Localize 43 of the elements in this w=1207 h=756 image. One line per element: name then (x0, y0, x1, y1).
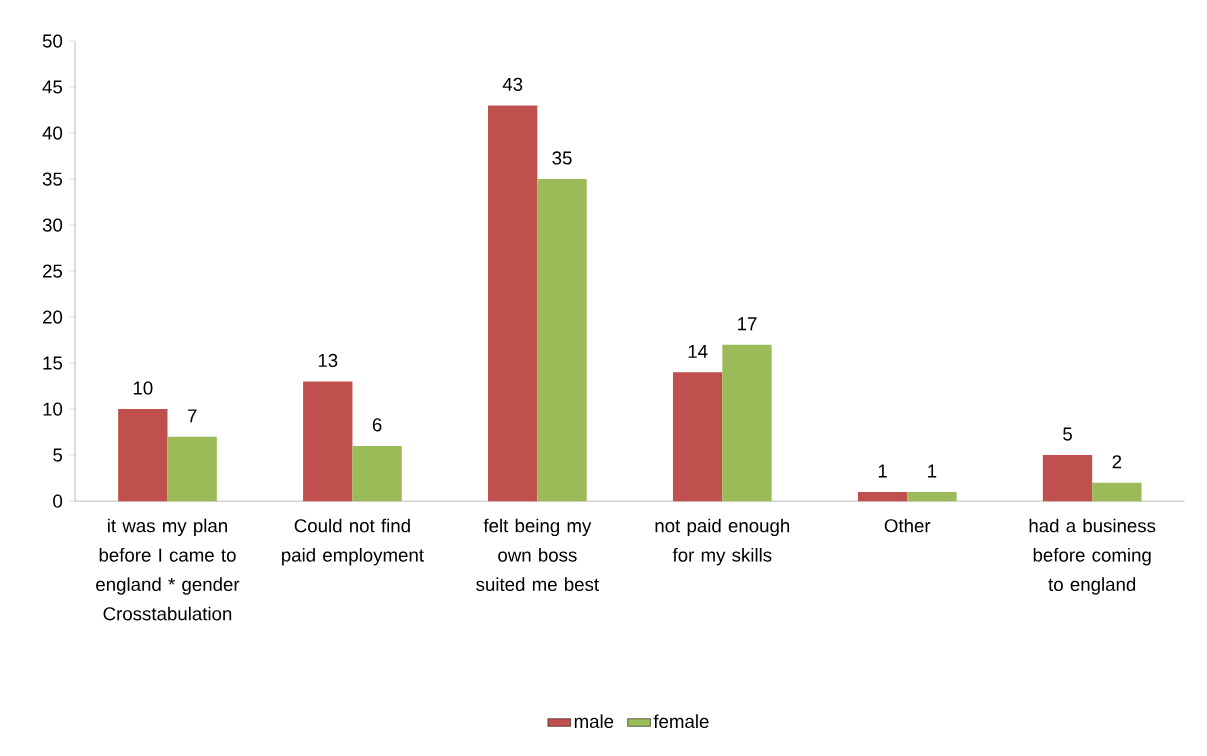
data-label: 2 (1112, 455, 1122, 469)
y-tick-label: 0 (53, 494, 63, 508)
y-tick-label: 20 (43, 310, 63, 324)
bar (672, 372, 723, 502)
legend-label: female (653, 714, 709, 728)
bar (352, 445, 402, 502)
y-tick-label: 35 (42, 172, 63, 186)
y-tick-label: 30 (42, 218, 63, 232)
x-tick-label: not paid enough for my skills (655, 518, 790, 566)
legend-label: male (574, 714, 614, 728)
bar (303, 381, 353, 502)
data-label: 1 (928, 464, 937, 478)
x-tick-label: Could not find paid employment (282, 518, 424, 566)
bar (537, 178, 587, 502)
y-tick-label: 45 (42, 80, 63, 94)
x-tick-label: had a business before coming to england (1029, 518, 1156, 595)
x-tick-label: Other (884, 518, 931, 533)
y-tick-label: 15 (43, 356, 63, 370)
y-tick-label: 25 (43, 264, 63, 278)
bar (857, 491, 908, 502)
y-tick-label: 10 (43, 402, 63, 416)
y-tick-label: 40 (42, 126, 63, 140)
bar (167, 436, 217, 502)
data-label: 7 (187, 409, 197, 423)
bar (1042, 455, 1093, 502)
bar (722, 344, 772, 502)
data-label: 43 (502, 77, 523, 91)
bar (907, 491, 957, 502)
data-label: 6 (372, 418, 382, 432)
bar (1092, 482, 1142, 502)
x-tick-label: it was my plan before I came to england * gender Crosstabulation (96, 518, 240, 621)
data-label: 5 (1063, 427, 1072, 441)
x-tick-label: felt being my own boss suited me best (476, 518, 599, 591)
data-label: 14 (688, 344, 708, 358)
data-label: 35 (552, 151, 572, 165)
bar (488, 105, 538, 502)
data-label: 17 (738, 317, 757, 331)
data-label: 13 (318, 353, 338, 367)
y-tick-label: 5 (53, 448, 63, 462)
bar (118, 409, 168, 502)
y-tick-label: 50 (42, 34, 63, 48)
data-label: 1 (878, 464, 887, 478)
data-label: 10 (133, 381, 153, 395)
